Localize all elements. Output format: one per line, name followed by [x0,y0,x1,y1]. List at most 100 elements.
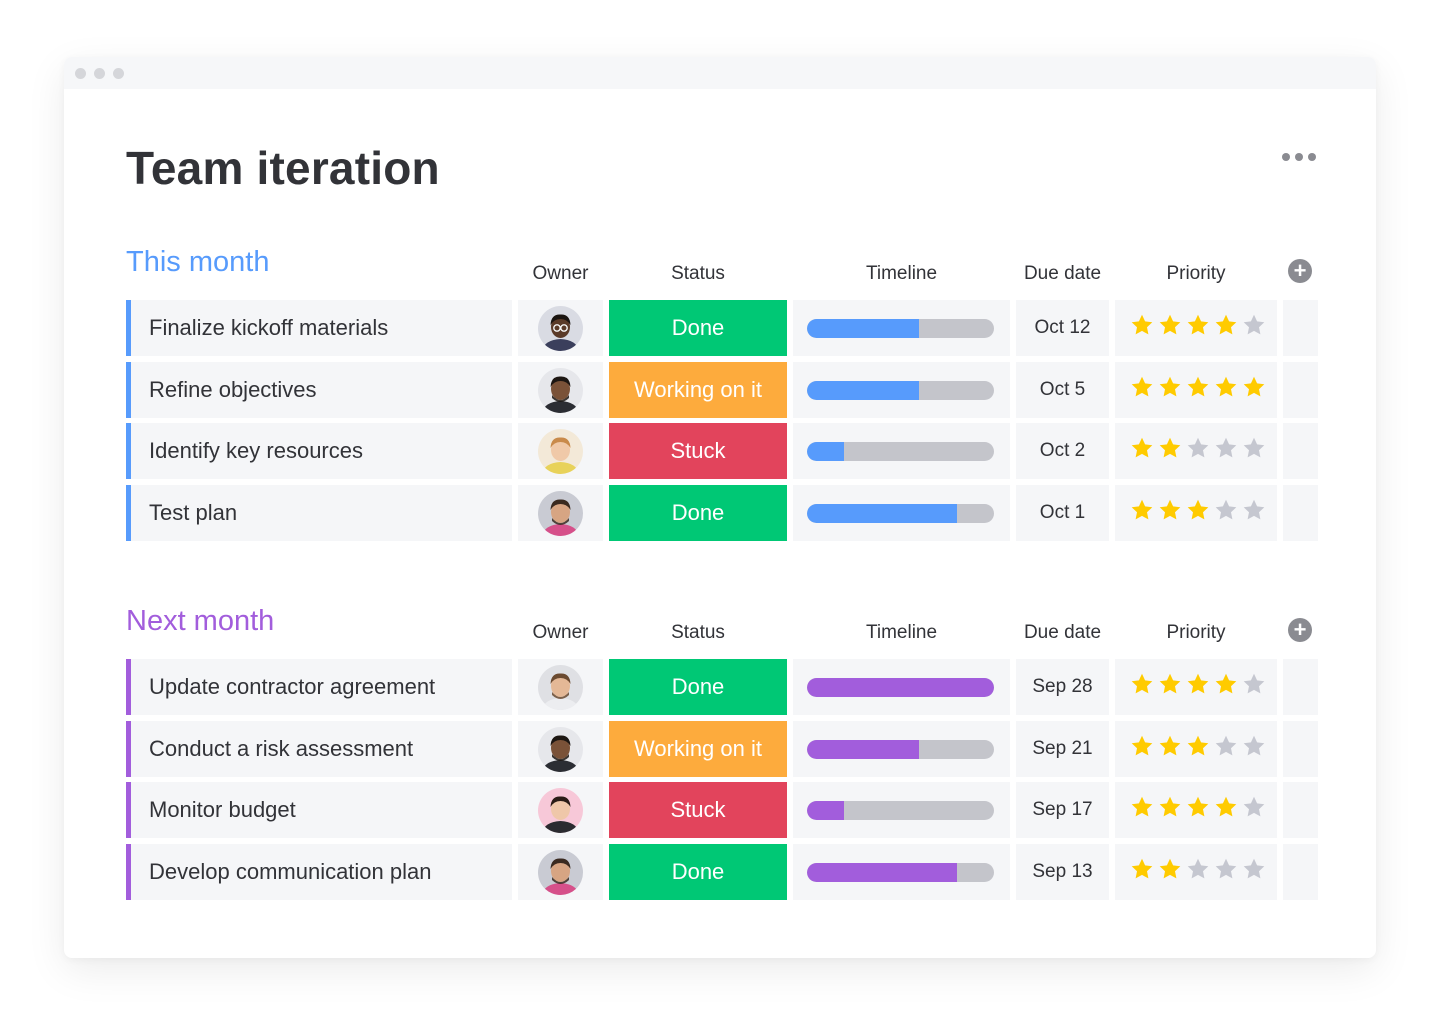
empty-cell[interactable] [1283,300,1318,356]
star-rating[interactable] [1130,857,1266,881]
item-name-cell[interactable]: Finalize kickoff materials [126,300,512,356]
star-filled-icon[interactable] [1214,672,1238,696]
star-filled-icon[interactable] [1130,436,1154,460]
star-empty-icon[interactable] [1214,857,1238,881]
table-row[interactable]: Conduct a risk assessment Working on it Se… [126,720,1318,777]
table-row[interactable]: Refine objectives Working on it Oct 5 [126,361,1318,418]
star-rating[interactable] [1130,734,1266,758]
item-name[interactable]: Test plan [149,499,238,525]
table-row[interactable]: Identify key resources Stuck Oct 2 [126,423,1318,479]
timeline-bar[interactable] [807,503,994,523]
priority-rating[interactable] [1115,423,1277,479]
column-header-due-date[interactable]: Due date [1023,263,1102,284]
due-date[interactable]: Oct 1 [1016,484,1109,541]
avatar[interactable] [538,306,583,351]
star-rating[interactable] [1130,498,1266,522]
timeline-bar[interactable] [807,678,994,697]
timeline-cell[interactable] [793,300,1010,356]
star-filled-icon[interactable] [1130,857,1154,881]
item-name[interactable]: Update contractor agreement [149,674,436,699]
star-empty-icon[interactable] [1214,498,1238,522]
column-header-priority[interactable]: Priority [1166,622,1226,643]
star-filled-icon[interactable] [1158,857,1182,881]
star-rating[interactable] [1130,375,1266,399]
item-name-cell[interactable]: Monitor budget [126,782,512,838]
star-filled-icon[interactable] [1186,672,1210,696]
priority-rating[interactable] [1115,300,1277,356]
owner-cell[interactable] [518,423,603,479]
priority-rating[interactable] [1115,843,1277,900]
column-header-priority[interactable]: Priority [1166,263,1226,284]
avatar[interactable] [538,726,583,772]
star-filled-icon[interactable] [1130,313,1154,337]
priority-rating[interactable] [1115,720,1277,777]
column-header-owner[interactable]: Owner [532,263,589,284]
star-rating[interactable] [1130,313,1266,337]
plus-circle-icon[interactable]: + [1288,259,1312,283]
column-header-status[interactable]: Status [671,622,725,643]
item-name-cell[interactable]: Refine objectives [126,361,512,418]
star-filled-icon[interactable] [1242,375,1266,399]
status-badge[interactable]: Done [609,659,787,715]
priority-rating[interactable] [1115,782,1277,838]
star-empty-icon[interactable] [1242,436,1266,460]
status-badge[interactable]: Done [609,300,787,356]
timeline-cell[interactable] [793,843,1010,900]
star-empty-icon[interactable] [1214,734,1238,758]
item-name[interactable]: Develop communication plan [149,858,432,884]
table-row[interactable]: Finalize kickoff materials Done Oct 12 [126,300,1318,356]
star-rating[interactable] [1130,436,1266,460]
window-dot[interactable] [94,68,105,79]
owner-cell[interactable] [518,484,603,541]
due-date[interactable]: Sep 13 [1016,843,1109,900]
star-empty-icon[interactable] [1242,734,1266,758]
owner-cell[interactable] [518,782,603,838]
avatar[interactable] [538,788,583,833]
column-header-timeline[interactable]: Timeline [865,263,938,284]
star-empty-icon[interactable] [1242,672,1266,696]
star-filled-icon[interactable] [1158,436,1182,460]
timeline-bar[interactable] [807,380,994,400]
empty-cell[interactable] [1283,659,1318,715]
timeline-cell[interactable] [793,782,1010,838]
timeline-cell[interactable] [793,659,1010,715]
timeline-bar[interactable] [807,862,994,882]
window-dot[interactable] [75,68,86,79]
timeline-bar[interactable] [807,739,994,759]
empty-cell[interactable] [1283,843,1318,900]
item-name-cell[interactable]: Test plan [126,484,512,541]
due-date[interactable]: Oct 2 [1016,423,1109,479]
table-row[interactable]: Update contractor agreement Done Sep 28 [126,659,1318,715]
avatar[interactable] [538,849,583,895]
star-filled-icon[interactable] [1130,795,1154,819]
timeline-cell[interactable] [793,423,1010,479]
star-filled-icon[interactable] [1158,375,1182,399]
star-filled-icon[interactable] [1130,498,1154,522]
star-filled-icon[interactable] [1130,375,1154,399]
star-filled-icon[interactable] [1214,375,1238,399]
timeline-bar[interactable] [807,319,994,338]
priority-rating[interactable] [1115,659,1277,715]
timeline-cell[interactable] [793,720,1010,777]
star-filled-icon[interactable] [1186,498,1210,522]
due-date[interactable]: Sep 21 [1016,720,1109,777]
due-date[interactable]: Sep 28 [1016,659,1109,715]
column-header-due-date[interactable]: Due date [1023,622,1102,643]
star-filled-icon[interactable] [1158,672,1182,696]
star-filled-icon[interactable] [1186,313,1210,337]
star-filled-icon[interactable] [1158,313,1182,337]
item-name-cell[interactable]: Identify key resources [126,423,512,479]
due-date[interactable]: Sep 17 [1016,782,1109,838]
star-filled-icon[interactable] [1186,375,1210,399]
star-filled-icon[interactable] [1130,734,1154,758]
timeline-cell[interactable] [793,484,1010,541]
table-row[interactable]: Develop communication plan Done Sep 13 [126,843,1318,900]
status-badge[interactable]: Done [609,843,787,900]
status-badge[interactable]: Stuck [609,423,787,479]
avatar[interactable] [538,490,583,536]
star-empty-icon[interactable] [1242,313,1266,337]
empty-cell[interactable] [1283,782,1318,838]
priority-rating[interactable] [1115,484,1277,541]
table-row[interactable]: Test plan Done Oct 1 [126,484,1318,541]
owner-cell[interactable] [518,361,603,418]
